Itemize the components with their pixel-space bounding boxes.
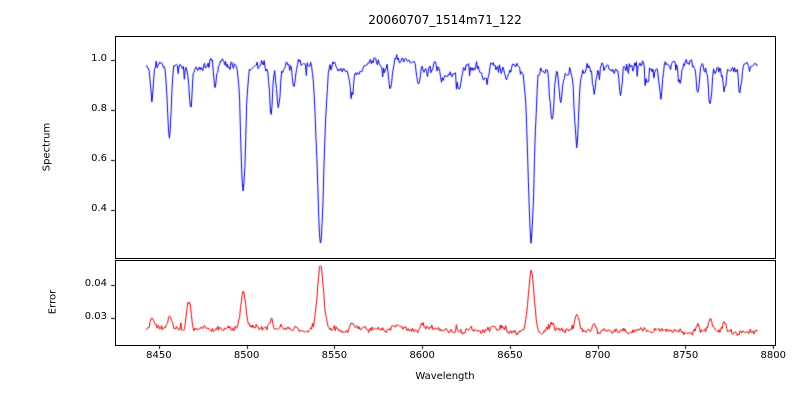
- x-tick-label: 8700: [584, 350, 611, 361]
- x-tick-label: 8650: [497, 350, 523, 361]
- y-tick-label: 0.04: [84, 278, 107, 290]
- x-tick-label: 8800: [760, 350, 786, 361]
- x-axis-label: Wavelength: [415, 371, 475, 382]
- y-tick-label: 0.8: [91, 103, 107, 114]
- x-tick-label: 8500: [233, 350, 260, 361]
- y-tick-label: 0.03: [84, 310, 107, 322]
- y-tick-label: 0.6: [91, 153, 107, 164]
- x-tick-label: 8600: [409, 350, 435, 361]
- y-tick-label: 0.4: [91, 203, 107, 214]
- x-tick-label: 8550: [321, 350, 348, 361]
- x-tick-label: 8750: [672, 350, 699, 361]
- x-tick-label: 8450: [146, 350, 172, 361]
- chart-title: 20060707_1514m71_122: [368, 13, 522, 27]
- y-tick-label: 1.0: [91, 53, 107, 64]
- error-axis-label: Error: [47, 289, 59, 315]
- spectrum-axis-label: Spectrum: [41, 122, 53, 172]
